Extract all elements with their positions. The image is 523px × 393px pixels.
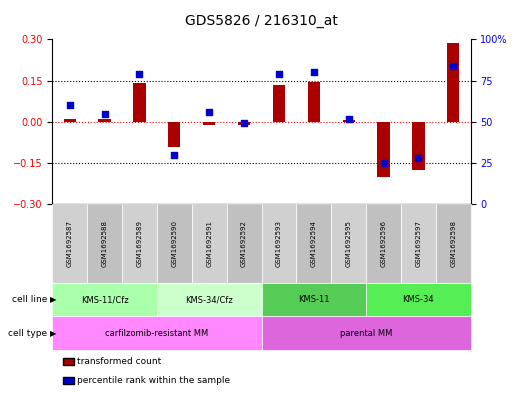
Text: KMS-34: KMS-34 [403, 295, 434, 304]
Text: GSM1692590: GSM1692590 [172, 220, 177, 267]
Point [345, 116, 353, 122]
Bar [412, 122, 425, 170]
Text: ▶: ▶ [50, 295, 56, 304]
Point [170, 152, 178, 158]
Text: GSM1692597: GSM1692597 [415, 220, 422, 267]
Point [240, 120, 248, 127]
Text: GSM1692588: GSM1692588 [101, 220, 108, 267]
Text: GSM1692594: GSM1692594 [311, 220, 317, 267]
Text: GDS5826 / 216310_at: GDS5826 / 216310_at [185, 14, 338, 28]
Text: GSM1692595: GSM1692595 [346, 220, 351, 267]
Text: cell line: cell line [12, 295, 47, 304]
Bar [343, 120, 355, 122]
Text: parental MM: parental MM [340, 329, 392, 338]
Text: ▶: ▶ [50, 329, 56, 338]
Bar [378, 122, 390, 177]
Point [414, 155, 423, 161]
Bar [308, 82, 320, 122]
Point [135, 71, 144, 77]
Bar [203, 122, 215, 125]
Text: GSM1692596: GSM1692596 [381, 220, 386, 267]
Bar [98, 119, 111, 122]
Text: GSM1692587: GSM1692587 [67, 220, 73, 267]
Bar [168, 122, 180, 147]
Point [310, 69, 318, 75]
Text: KMS-11: KMS-11 [298, 295, 329, 304]
Text: GSM1692591: GSM1692591 [206, 220, 212, 267]
Text: cell type: cell type [8, 329, 47, 338]
Point [449, 62, 458, 69]
Point [65, 102, 74, 108]
Point [275, 71, 283, 77]
Bar [273, 84, 285, 122]
Bar [64, 119, 76, 122]
Point [205, 109, 213, 115]
Text: GSM1692593: GSM1692593 [276, 220, 282, 267]
Text: transformed count: transformed count [77, 357, 162, 366]
Text: GSM1692589: GSM1692589 [137, 220, 142, 267]
Text: carfilzomib-resistant MM: carfilzomib-resistant MM [105, 329, 209, 338]
Bar [133, 83, 145, 122]
Text: KMS-34/Cfz: KMS-34/Cfz [185, 295, 233, 304]
Bar [238, 122, 250, 125]
Bar [447, 43, 459, 122]
Text: KMS-11/Cfz: KMS-11/Cfz [81, 295, 129, 304]
Text: percentile rank within the sample: percentile rank within the sample [77, 376, 231, 385]
Point [379, 160, 388, 166]
Text: GSM1692598: GSM1692598 [450, 220, 456, 267]
Text: GSM1692592: GSM1692592 [241, 220, 247, 267]
Point [100, 110, 109, 117]
